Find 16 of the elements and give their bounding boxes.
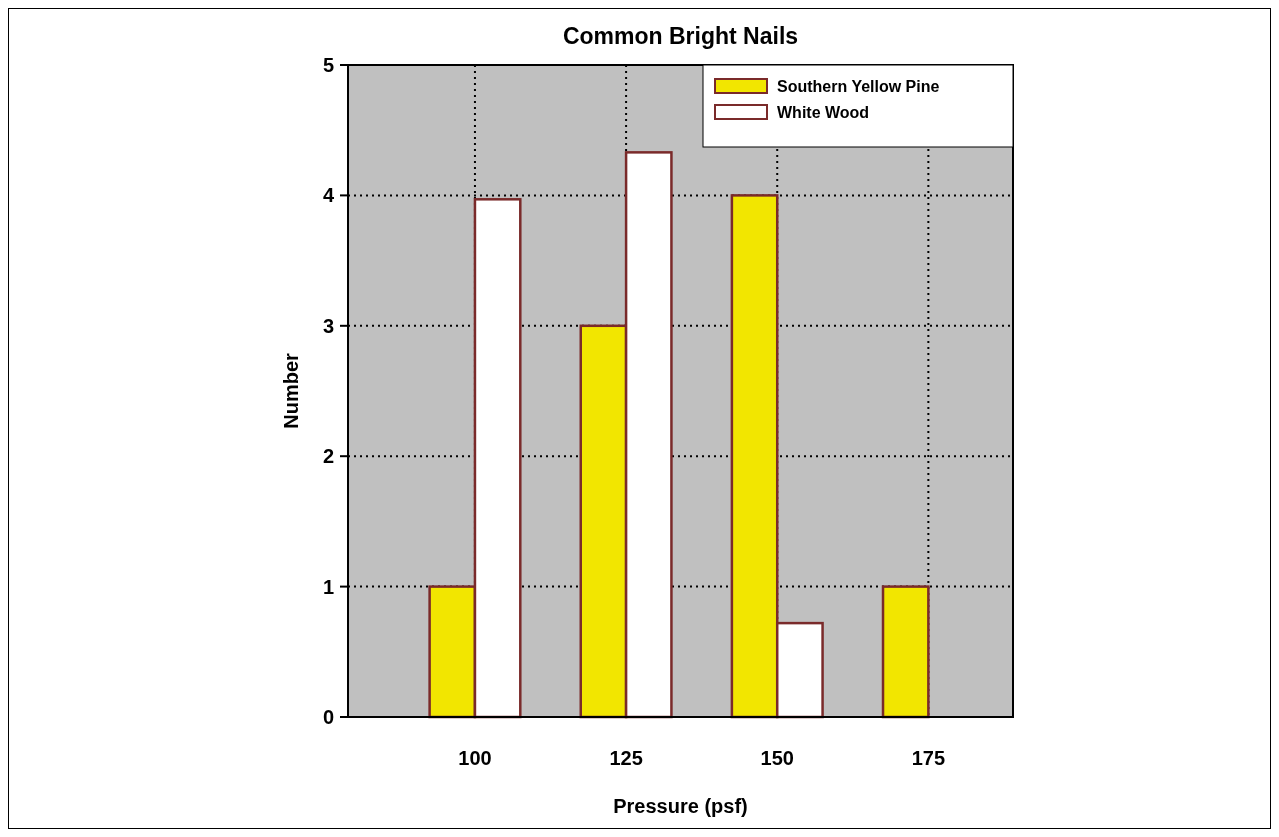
y-tick-label: 5	[322, 54, 334, 76]
bar	[881, 585, 930, 719]
x-tick-label: 100	[458, 747, 492, 769]
legend-label: Southern Yellow Pine	[777, 77, 940, 95]
y-tick-label: 2	[322, 445, 334, 468]
legend-label: White Wood	[777, 103, 870, 121]
x-tick-label: 150	[760, 747, 794, 769]
y-tick-label: 3	[322, 314, 334, 337]
y-tick-label: 0	[322, 706, 334, 728]
chart-title: Common Bright Nails	[562, 23, 799, 49]
x-tick-label: 175	[911, 747, 946, 769]
x-tick-label: 125	[609, 747, 643, 769]
y-tick-label: 4	[322, 184, 335, 207]
x-axis-title: Pressure (psf)	[613, 795, 748, 817]
y-axis-title: Number	[280, 353, 302, 429]
y-tick-label: 1	[322, 575, 334, 598]
